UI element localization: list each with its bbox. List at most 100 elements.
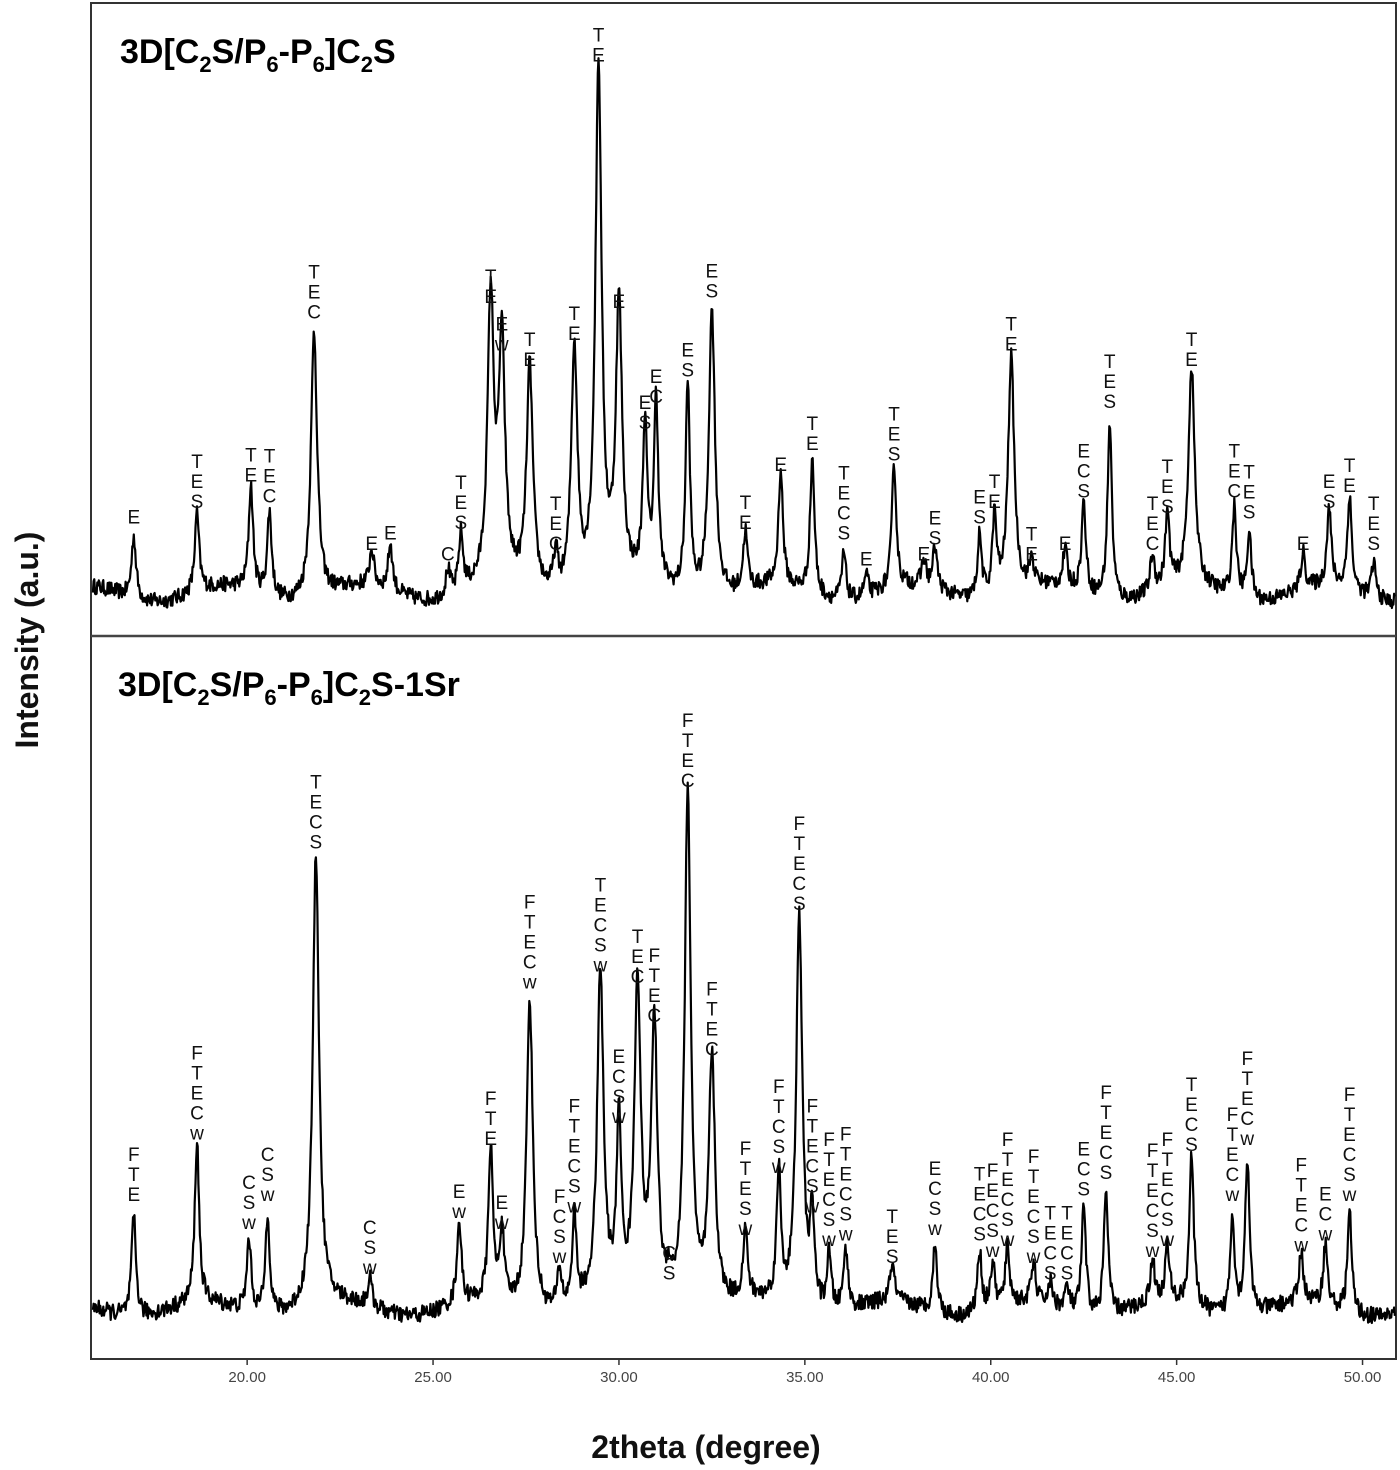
peak-phase-label: E <box>613 1047 626 1068</box>
peak-phase-label: E <box>739 1179 752 1200</box>
peak-phase-label: E <box>973 488 986 509</box>
x-tick-label: 45.00 <box>1158 1369 1196 1386</box>
peak-phase-label: E <box>453 1182 466 1203</box>
peak-phase-label: E <box>917 544 930 565</box>
peak-phase-label: S <box>1185 1135 1198 1156</box>
peak-phase-label: F <box>793 814 805 835</box>
peak-phase-label: E <box>739 513 752 534</box>
peak-phase-label: w <box>552 1247 567 1268</box>
top-diffraction-trace <box>91 57 1396 610</box>
peak-phase-label: C <box>1185 1115 1199 1136</box>
peak-phase-label: E <box>886 1227 899 1248</box>
peak-phase-label: S <box>1044 1264 1057 1285</box>
peak-phase-label: C <box>1043 1244 1057 1265</box>
peak-phase-label: E <box>549 514 562 535</box>
peak-phase-label: E <box>1103 372 1116 393</box>
peak-phase-label: C <box>612 1067 626 1088</box>
peak-phase-label: E <box>127 1185 140 1206</box>
peak-phase-label: F <box>128 1145 140 1166</box>
peak-phase-label: E <box>888 425 901 446</box>
peak-phase-label: S <box>839 1204 852 1225</box>
peak-phase-label: F <box>1241 1049 1253 1070</box>
peak-phase-label: F <box>682 711 694 732</box>
peak-phase-label: T <box>1002 1150 1014 1171</box>
peak-phase-label: E <box>263 467 276 488</box>
peak-phase-label: T <box>1368 494 1380 515</box>
peak-phase-label: T <box>806 1116 818 1137</box>
peak-phase-label: C <box>441 544 455 565</box>
peak-phase-label: E <box>1025 544 1038 565</box>
peak-phase-label: w <box>1318 1224 1333 1245</box>
peak-phase-label: T <box>1028 1167 1040 1188</box>
peak-phase-label: E <box>1077 441 1090 462</box>
peak-phase-label: T <box>682 731 694 752</box>
x-tick-label: 25.00 <box>414 1369 452 1386</box>
peak-phase-label: S <box>663 1264 676 1285</box>
peak-phase-label: T <box>568 1116 580 1137</box>
peak-phase-label: F <box>1295 1156 1307 1177</box>
peak-phase-label: C <box>1227 481 1241 502</box>
peak-phase-label: S <box>1077 481 1090 502</box>
peak-phase-label: C <box>1240 1109 1254 1130</box>
peak-phase-label: T <box>191 1064 203 1085</box>
peak-phase-label: E <box>484 1129 497 1150</box>
peak-phase-label: C <box>307 303 321 324</box>
peak-phase-label: E <box>1161 477 1174 498</box>
peak-phase-label: T <box>823 1150 835 1171</box>
peak-phase-label: E <box>973 1184 986 1205</box>
peak-phase-label: E <box>706 262 719 283</box>
peak-phase-label: E <box>1146 514 1159 535</box>
peak-phase-label: F <box>648 946 660 967</box>
peak-phase-label: E <box>681 341 694 362</box>
peak-phase-label: S <box>553 1227 566 1248</box>
peak-phase-label: C <box>263 487 277 508</box>
peak-phase-label: C <box>705 1040 719 1061</box>
peak-phase-label: S <box>739 1199 752 1220</box>
peak-phase-label: w <box>804 1196 819 1217</box>
peak-phase-label: E <box>1161 1170 1174 1191</box>
peak-phase-label: C <box>1099 1143 1113 1164</box>
peak-phase-label: C <box>1077 1160 1091 1181</box>
peak-phase-label: E <box>308 283 321 304</box>
peak-phase-label: E <box>706 1020 719 1041</box>
peak-phase-label: S <box>594 936 607 957</box>
peak-phase-label: T <box>264 447 276 468</box>
peak-phase-label: S <box>1161 497 1174 518</box>
peak-phase-label: C <box>772 1117 786 1138</box>
peak-phase-label: E <box>613 292 626 313</box>
peak-phase-label: T <box>1147 494 1159 515</box>
peak-phase-label: w <box>1026 1247 1041 1268</box>
peak-phase-label: C <box>1294 1216 1308 1237</box>
peak-phase-label: w <box>362 1258 377 1279</box>
peak-phase-label: S <box>706 282 719 303</box>
peak-phase-label: E <box>191 472 204 493</box>
plot-frame <box>90 2 1397 1360</box>
peak-phase-label: T <box>740 1159 752 1180</box>
peak-phase-label: w <box>1159 1230 1174 1251</box>
peak-phase-label: E <box>823 1170 836 1191</box>
peak-phase-label: E <box>1005 334 1018 355</box>
peak-phase-label: C <box>242 1173 256 1194</box>
peak-phase-label: E <box>594 896 607 917</box>
peak-phase-label: T <box>706 1000 718 1021</box>
peak-phase-label: S <box>1061 1264 1074 1285</box>
peak-phase-label: w <box>1145 1241 1160 1262</box>
peak-phase-label: T <box>524 330 536 351</box>
peak-phase-label: w <box>838 1224 853 1245</box>
peak-phase-label: F <box>1344 1085 1356 1106</box>
peak-phase-label: E <box>1243 482 1256 503</box>
peak-phase-label: E <box>988 492 1001 513</box>
peak-phase-label: C <box>839 1184 853 1205</box>
peak-phase-label: S <box>886 1247 899 1268</box>
peak-phase-label: F <box>806 1096 818 1117</box>
peak-phase-label: C <box>837 503 851 524</box>
peak-phase-label: F <box>706 980 718 1001</box>
peak-phase-label: E <box>495 1193 508 1214</box>
peak-phase-label: w <box>821 1230 836 1251</box>
peak-phase-label: E <box>568 324 581 345</box>
peak-phase-label: E <box>1077 1140 1090 1161</box>
x-tick-label: 20.00 <box>228 1369 266 1386</box>
peak-phase-label: T <box>838 463 850 484</box>
peak-phase-label: C <box>822 1190 836 1211</box>
